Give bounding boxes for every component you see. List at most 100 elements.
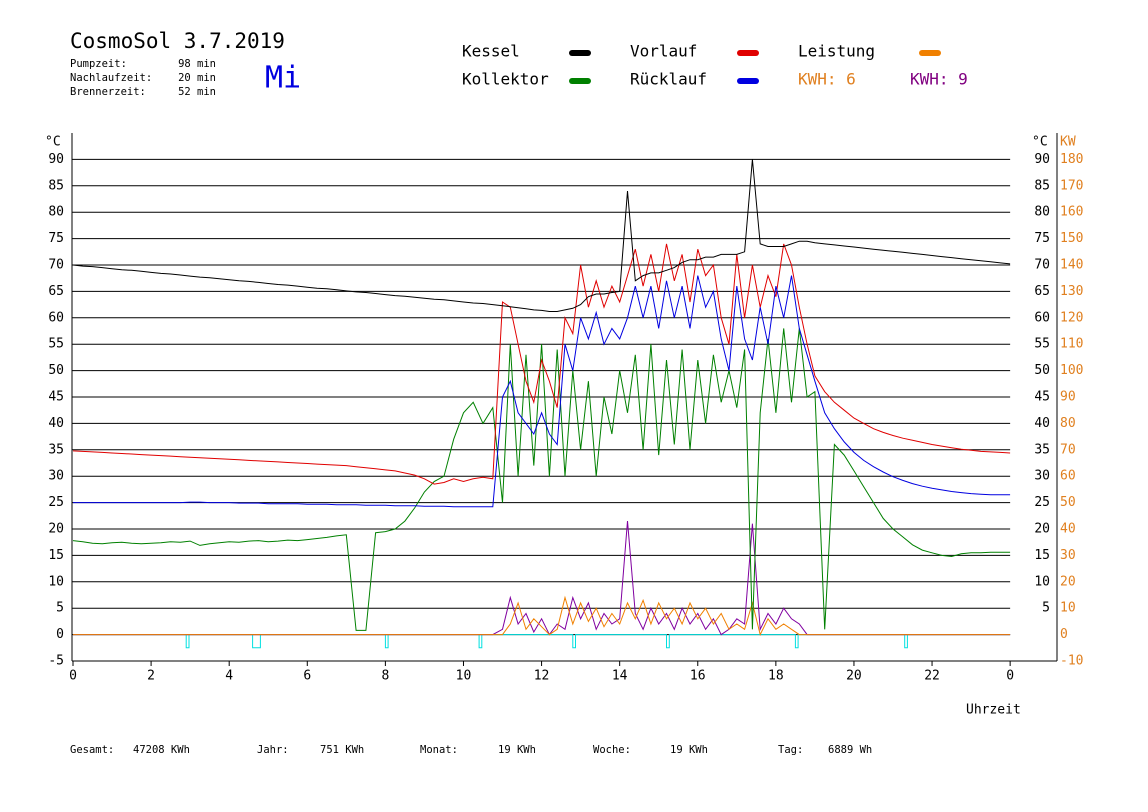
y-tick-label-right: 35 (1034, 442, 1050, 457)
footer-value: 47208 KWh (133, 744, 190, 756)
y-tick-label: 45 (48, 390, 64, 405)
x-tick-label: 12 (534, 669, 550, 684)
series-line (72, 243, 1011, 485)
y-tick-label-right: 30 (1034, 469, 1050, 484)
legend-label: Kollektor (462, 70, 549, 89)
y2-tick-label: 120 (1060, 310, 1083, 325)
footer-label: Tag: (778, 744, 803, 756)
y-tick-label: 10 (48, 574, 64, 589)
y-tick-label-right: 70 (1034, 258, 1050, 273)
y-tick-label: 50 (48, 363, 64, 378)
y-axis-label: °C (45, 135, 61, 150)
series-line (73, 595, 1011, 637)
y2-tick-label: 170 (1060, 178, 1083, 193)
y-tick-label: 80 (48, 205, 64, 220)
series-line (73, 275, 1011, 508)
y-tick-label: 85 (48, 178, 64, 193)
x-tick-label: 8 (381, 669, 389, 684)
series-line (72, 159, 1011, 312)
y-tick-label: 35 (48, 442, 64, 457)
info-value: 52 min (178, 86, 216, 98)
y-tick-label-right: 75 (1034, 231, 1050, 246)
x-tick-label: 4 (225, 669, 233, 684)
legend-label: Rücklauf (630, 70, 707, 89)
footer-label: Monat: (420, 744, 458, 756)
footer-label: Woche: (593, 744, 631, 756)
y2-tick-label: 140 (1060, 258, 1083, 273)
y-tick-label: 65 (48, 284, 64, 299)
series-line (73, 634, 1011, 649)
y2-tick-label: 10 (1060, 601, 1076, 616)
y2-tick-label: 160 (1060, 205, 1083, 220)
y2-tick-label: 150 (1060, 231, 1083, 246)
y-tick-label: 70 (48, 258, 64, 273)
y-tick-label-right: 40 (1034, 416, 1050, 431)
y-tick-label-right: 10 (1034, 574, 1050, 589)
y2-tick-label: 130 (1060, 284, 1083, 299)
legend-label: Kessel (462, 42, 520, 61)
y-tick-label: 20 (48, 522, 64, 537)
series-line (72, 328, 1011, 631)
footer-value: 6889 Wh (828, 744, 872, 756)
y-tick-label: 15 (48, 548, 64, 563)
legend-label: Leistung (798, 42, 875, 61)
y2-tick-label: 80 (1060, 416, 1076, 431)
y-tick-label: 30 (48, 469, 64, 484)
y2-tick-label: 110 (1060, 337, 1083, 352)
series-line (73, 521, 1011, 636)
x-tick-label: 10 (456, 669, 472, 684)
x-tick-label: 6 (303, 669, 311, 684)
chart-title: CosmoSol 3.7.2019 (70, 29, 285, 53)
y-tick-label: 55 (48, 337, 64, 352)
energy-label: KWH: 9 (910, 70, 968, 89)
y-tick-label: 40 (48, 416, 64, 431)
y2-tick-label: 60 (1060, 469, 1076, 484)
y-tick-label-right: 90 (1034, 152, 1050, 167)
y-tick-label-right: 80 (1034, 205, 1050, 220)
y-tick-label: 75 (48, 231, 64, 246)
y2-tick-label: 30 (1060, 548, 1076, 563)
y2-tick-label: 40 (1060, 522, 1076, 537)
y-tick-label-right: 55 (1034, 337, 1050, 352)
legend-label: Vorlauf (630, 42, 697, 61)
info-value: 98 min (178, 58, 216, 70)
x-tick-label: 22 (924, 669, 940, 684)
y-tick-label-right: 85 (1034, 178, 1050, 193)
y-axis-label-right: °C (1032, 135, 1048, 150)
x-axis-label: Uhrzeit (966, 703, 1021, 718)
y-tick-label: 0 (56, 627, 64, 642)
y-tick-label-right: 5 (1042, 601, 1050, 616)
x-tick-label: 0 (69, 669, 77, 684)
footer-value: 751 KWh (320, 744, 364, 756)
y2-tick-label: 20 (1060, 574, 1076, 589)
info-label: Nachlaufzeit: (70, 72, 152, 84)
y-tick-label-right: 65 (1034, 284, 1050, 299)
x-tick-label: 18 (768, 669, 784, 684)
y-tick-label-right: 45 (1034, 390, 1050, 405)
y-tick-label-right: 20 (1034, 522, 1050, 537)
x-tick-label: 16 (690, 669, 706, 684)
y-tick-label: 60 (48, 310, 64, 325)
weekday: Mi (265, 61, 301, 96)
x-tick-label: 0 (1006, 669, 1014, 684)
y2-tick-label: 70 (1060, 442, 1076, 457)
y2-tick-label: 100 (1060, 363, 1083, 378)
y2-tick-label: 0 (1060, 627, 1068, 642)
y-tick-label: 5 (56, 601, 64, 616)
y-tick-label-right: 50 (1034, 363, 1050, 378)
info-label: Pumpzeit: (70, 58, 127, 70)
y-tick-label: -5 (48, 654, 64, 669)
footer-value: 19 KWh (498, 744, 536, 756)
x-tick-label: 20 (846, 669, 862, 684)
x-tick-label: 14 (612, 669, 628, 684)
footer-value: 19 KWh (670, 744, 708, 756)
y-tick-label-right: 15 (1034, 548, 1050, 563)
y-tick-label-right: 60 (1034, 310, 1050, 325)
y2-axis-label: KW (1060, 135, 1076, 150)
footer-label: Jahr: (257, 744, 289, 756)
y-tick-label: 25 (48, 495, 64, 510)
energy-label: KWH: 6 (798, 70, 856, 89)
y2-tick-label: -10 (1060, 654, 1083, 669)
y2-tick-label: 50 (1060, 495, 1076, 510)
